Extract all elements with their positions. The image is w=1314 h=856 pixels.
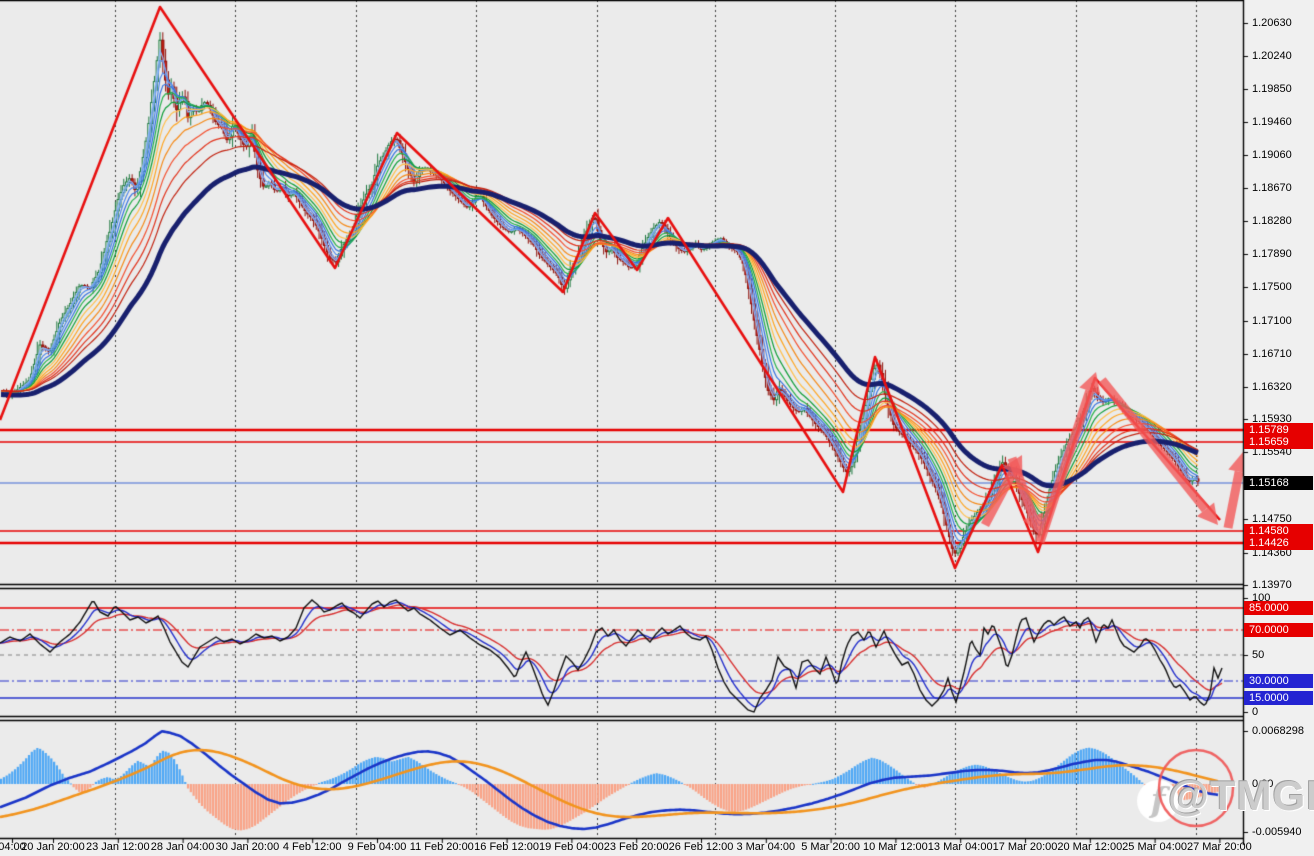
time-axis-label: 04:00 (0, 841, 26, 853)
price-axis-label: 1.19850 (1252, 83, 1292, 95)
oscillator-level-badge: 30.0000 (1244, 674, 1313, 688)
price-axis-label: 1.16710 (1252, 348, 1292, 360)
time-axis-label: 25 Mar 04:00 (1122, 841, 1188, 853)
price-axis-label: 1.18670 (1252, 182, 1292, 194)
oscillator-level-badge: 85.0000 (1244, 601, 1313, 615)
time-axis-label: 26 Feb 12:00 (668, 841, 734, 853)
time-axis-label: 28 Jan 04:00 (150, 841, 215, 853)
oscillator-level-badge: 70.0000 (1244, 623, 1313, 637)
price-axis-label: 1.19060 (1252, 149, 1292, 161)
price-level-badge: 1.14580 (1244, 524, 1313, 538)
broker-watermark: @TMGM (1168, 772, 1314, 819)
time-axis-label: 5 Mar 20:00 (801, 841, 860, 853)
time-axis-label: 3 Mar 04:00 (736, 841, 796, 853)
time-axis-label: 17 Mar 20:00 (992, 841, 1058, 853)
time-axis-label: 23 Jan 12:00 (85, 841, 150, 853)
price-level-badge: 1.15789 (1244, 423, 1313, 437)
time-axis-label: 10 Mar 12:00 (862, 841, 928, 853)
time-axis-label: 16 Feb 12:00 (474, 841, 540, 853)
price-level-badge: 1.15659 (1244, 435, 1313, 449)
price-axis-label: 1.16320 (1252, 381, 1292, 393)
price-axis-label: 1.17890 (1252, 248, 1292, 260)
price-level-badge: 1.14426 (1244, 536, 1313, 550)
macd-axis-label: 0.00 (1252, 778, 1274, 790)
time-axis-label: 27 Mar 20:00 (1186, 841, 1252, 853)
time-axis-label: 19 Feb 04:00 (538, 841, 604, 853)
price-axis-label: 1.20630 (1252, 17, 1292, 29)
macd-axis-label: 0.0068298 (1252, 725, 1304, 737)
time-axis-label: 9 Feb 04:00 (347, 841, 407, 853)
macd-axis-label: -0.005940 (1252, 826, 1302, 838)
time-axis-label: 13 Mar 04:00 (927, 841, 993, 853)
price-axis-label: 1.14360 (1252, 547, 1292, 559)
price-axis-label: 1.15540 (1252, 446, 1292, 458)
time-axis-label: 30 Jan 20:00 (215, 841, 280, 853)
price-axis-label: 1.13970 (1252, 579, 1292, 591)
time-axis-label: 4 Feb 12:00 (282, 841, 342, 853)
price-axis-label: 1.15930 (1252, 413, 1292, 425)
oscillator-axis-label: 0 (1252, 706, 1259, 718)
time-axis-label: 11 Feb 20:00 (409, 841, 474, 853)
price-axis-label: 1.19460 (1252, 116, 1292, 128)
price-axis-label: 1.18280 (1252, 215, 1292, 227)
price-axis-label: 1.20240 (1252, 50, 1292, 62)
oscillator-axis-label: 50 (1252, 649, 1265, 661)
time-axis-label: 20 Jan 20:00 (21, 841, 85, 853)
price-axis-label: 1.17500 (1252, 281, 1292, 293)
price-axis-label: 1.17100 (1252, 315, 1292, 327)
time-axis-label: 23 Feb 20:00 (603, 841, 669, 853)
price-axis-label: 1.14750 (1252, 513, 1292, 525)
time-axis-label: 20 Mar 12:00 (1057, 841, 1123, 853)
oscillator-level-badge: 15.0000 (1244, 691, 1313, 705)
price-level-badge: 1.15168 (1244, 476, 1313, 490)
